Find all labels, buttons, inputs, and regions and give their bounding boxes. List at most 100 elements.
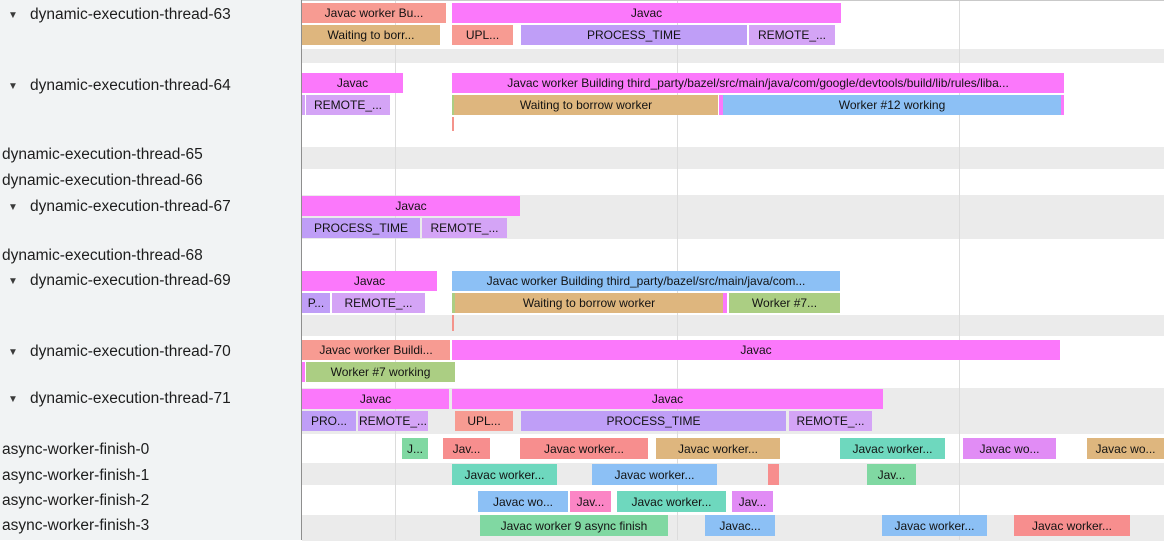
- trace-slice[interactable]: Javac worker Building third_party/bazel/…: [452, 73, 1064, 93]
- trace-slice[interactable]: Javac worker...: [882, 515, 987, 536]
- trace-slice[interactable]: Javac worker...: [1014, 515, 1130, 536]
- trace-slice[interactable]: Javac: [452, 340, 1060, 360]
- track-name: async-worker-finish-0: [2, 441, 150, 458]
- trace-slice[interactable]: Jav...: [570, 491, 611, 512]
- trace-slice[interactable]: Javac wo...: [1087, 438, 1164, 459]
- trace-slice[interactable]: Javac worker Bu...: [302, 3, 446, 23]
- trace-slice[interactable]: Javac worker...: [452, 464, 557, 485]
- track-label[interactable]: ▼ dynamic-execution-thread-64: [8, 76, 231, 96]
- trace-slice[interactable]: REMOTE_...: [422, 218, 507, 238]
- slice-label: Javac worker...: [894, 518, 975, 533]
- track-name-sidebar: ▼ dynamic-execution-thread-63 ▼ dynamic-exe…: [0, 0, 302, 540]
- trace-slice[interactable]: Javac...: [705, 515, 775, 536]
- trace-slice[interactable]: [719, 95, 723, 115]
- slice-label: Waiting to borrow worker: [519, 98, 653, 112]
- trace-slice[interactable]: Worker #7 working: [306, 362, 455, 382]
- trace-slice[interactable]: [452, 293, 455, 313]
- trace-slice[interactable]: Worker #7...: [729, 293, 840, 313]
- trace-slice[interactable]: Worker #12 working: [723, 95, 1061, 115]
- slice-label: REMOTE_...: [358, 414, 427, 428]
- track-label[interactable]: ▼ dynamic-execution-thread-63: [8, 5, 231, 25]
- track-label[interactable]: ▼ dynamic-execution-thread-67: [8, 197, 231, 217]
- instant-event-tick[interactable]: [452, 315, 454, 331]
- trace-slice[interactable]: PROCESS_TIME: [521, 411, 786, 431]
- trace-slice[interactable]: Javac worker...: [520, 438, 648, 459]
- trace-slice[interactable]: REMOTE_...: [332, 293, 425, 313]
- trace-slice[interactable]: P...: [302, 293, 330, 313]
- track-label[interactable]: async-worker-finish-3: [2, 516, 149, 536]
- slice-label: Javac worker 9 async finish: [500, 518, 648, 533]
- slice-label: PRO...: [310, 414, 347, 428]
- collapse-arrow-icon[interactable]: ▼: [8, 394, 18, 405]
- slice-label: REMOTE_...: [313, 98, 382, 112]
- trace-slice[interactable]: Javac worker...: [592, 464, 717, 485]
- slice-label: REMOTE_...: [757, 28, 826, 42]
- trace-slice[interactable]: Waiting to borr...: [302, 25, 440, 45]
- trace-slice[interactable]: Javac worker...: [840, 438, 945, 459]
- track-label[interactable]: dynamic-execution-thread-65: [2, 145, 203, 165]
- trace-slice[interactable]: Javac: [452, 389, 883, 409]
- track-label[interactable]: async-worker-finish-1: [2, 466, 149, 486]
- trace-slice[interactable]: REMOTE_...: [358, 411, 428, 431]
- trace-slice[interactable]: Javac: [302, 271, 437, 291]
- slice-label: Javac: [336, 76, 369, 90]
- trace-slice[interactable]: [1061, 95, 1064, 115]
- trace-slice[interactable]: Javac: [452, 3, 841, 23]
- track-label[interactable]: async-worker-finish-2: [2, 491, 149, 511]
- trace-slice[interactable]: [768, 464, 779, 485]
- slice-label: Worker #12 working: [838, 98, 946, 112]
- trace-slice[interactable]: REMOTE_...: [749, 25, 835, 45]
- slice-label: Javac: [651, 392, 684, 406]
- trace-slice[interactable]: [452, 95, 454, 115]
- track-label[interactable]: async-worker-finish-0: [2, 440, 149, 460]
- trace-slice[interactable]: Javac: [302, 73, 403, 93]
- slice-label: Jav...: [576, 494, 605, 509]
- trace-slice[interactable]: Javac worker Building third_party/bazel/…: [452, 271, 840, 291]
- track-name: async-worker-finish-2: [2, 492, 150, 509]
- time-gridline: [677, 1, 678, 540]
- trace-slice[interactable]: Javac: [302, 389, 449, 409]
- trace-slice[interactable]: [302, 362, 305, 382]
- slice-label: REMOTE_...: [796, 414, 865, 428]
- slice-label: P...: [307, 296, 325, 310]
- trace-slice[interactable]: [723, 293, 727, 313]
- trace-slice[interactable]: Javac wo...: [478, 491, 568, 512]
- trace-slice[interactable]: UPL...: [455, 411, 513, 431]
- track-label[interactable]: dynamic-execution-thread-68: [2, 246, 203, 266]
- track-label[interactable]: dynamic-execution-thread-66: [2, 171, 203, 191]
- trace-slice[interactable]: [302, 95, 305, 115]
- trace-slice[interactable]: J...: [402, 438, 428, 459]
- instant-event-tick[interactable]: [452, 117, 454, 131]
- slice-label: PROCESS_TIME: [606, 414, 701, 428]
- track-label[interactable]: ▼ dynamic-execution-thread-71: [8, 389, 231, 409]
- slice-label: Waiting to borrow worker: [522, 296, 656, 310]
- trace-slice[interactable]: Javac worker...: [617, 491, 726, 512]
- trace-slice[interactable]: Jav...: [443, 438, 490, 459]
- trace-slice[interactable]: Javac worker Buildi...: [302, 340, 450, 360]
- collapse-arrow-icon[interactable]: ▼: [8, 347, 18, 358]
- trace-slice[interactable]: Waiting to borrow worker: [454, 95, 718, 115]
- trace-slice[interactable]: Jav...: [732, 491, 773, 512]
- slice-label: PROCESS_TIME: [586, 28, 682, 42]
- trace-slice[interactable]: REMOTE_...: [306, 95, 390, 115]
- trace-slice[interactable]: Waiting to borrow worker: [455, 293, 723, 313]
- trace-slice[interactable]: Javac worker 9 async finish: [480, 515, 668, 536]
- trace-slice[interactable]: Javac: [302, 196, 520, 216]
- collapse-arrow-icon[interactable]: ▼: [8, 10, 18, 21]
- collapse-arrow-icon[interactable]: ▼: [8, 276, 18, 287]
- track-name: async-worker-finish-1: [2, 467, 150, 484]
- trace-slice[interactable]: PRO...: [302, 411, 356, 431]
- track-label[interactable]: ▼ dynamic-execution-thread-70: [8, 342, 231, 362]
- slice-label: Javac: [395, 199, 427, 213]
- track-label[interactable]: ▼ dynamic-execution-thread-69: [8, 271, 231, 291]
- collapse-arrow-icon[interactable]: ▼: [8, 81, 18, 92]
- trace-slice[interactable]: Jav...: [867, 464, 916, 485]
- trace-slice[interactable]: Javac wo...: [963, 438, 1056, 459]
- trace-slice[interactable]: PROCESS_TIME: [521, 25, 747, 45]
- trace-slice[interactable]: Javac worker...: [656, 438, 780, 459]
- trace-slice[interactable]: UPL...: [452, 25, 513, 45]
- trace-slice[interactable]: REMOTE_...: [789, 411, 872, 431]
- trace-slice[interactable]: PROCESS_TIME: [302, 218, 420, 238]
- collapse-arrow-icon[interactable]: ▼: [8, 202, 18, 213]
- slice-label: Javac worker...: [543, 441, 625, 456]
